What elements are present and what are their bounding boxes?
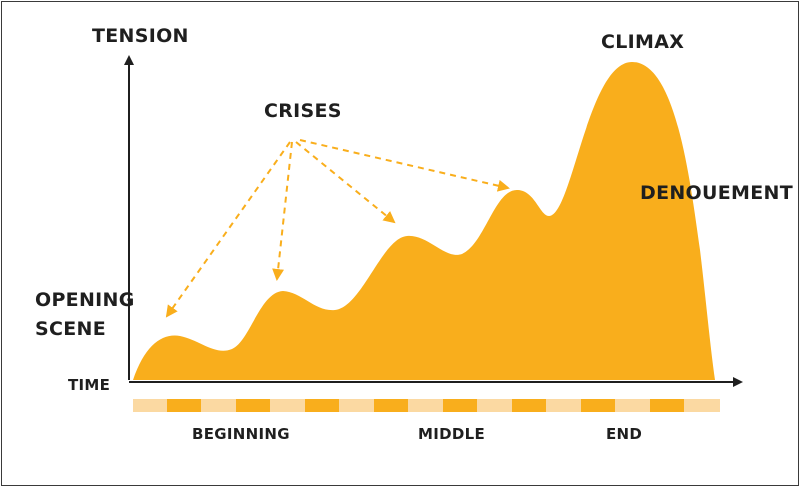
end-label: END [606,425,643,443]
middle-label: MIDDLE [418,425,486,443]
x-axis-label: TIME [68,376,111,394]
tension-curve [133,62,715,380]
crisis-arrow-3 [295,141,396,224]
crisis-arrow-4 [299,139,510,192]
crises-arrows [165,139,510,318]
crisis-arrow-2 [272,141,293,281]
opening-scene-line1: OPENING [35,289,135,311]
climax-label: CLIMAX [601,31,685,53]
timeline-bar [133,399,720,412]
crises-label: CRISES [264,100,342,122]
denouement-label: DENOUEMENT [640,182,793,204]
opening-scene-label: OPENING SCENE [35,286,135,344]
crisis-arrow-1 [165,141,291,318]
y-axis-label: TENSION [92,25,189,47]
opening-scene-line2: SCENE [35,318,106,340]
beginning-label: BEGINNING [192,425,290,443]
